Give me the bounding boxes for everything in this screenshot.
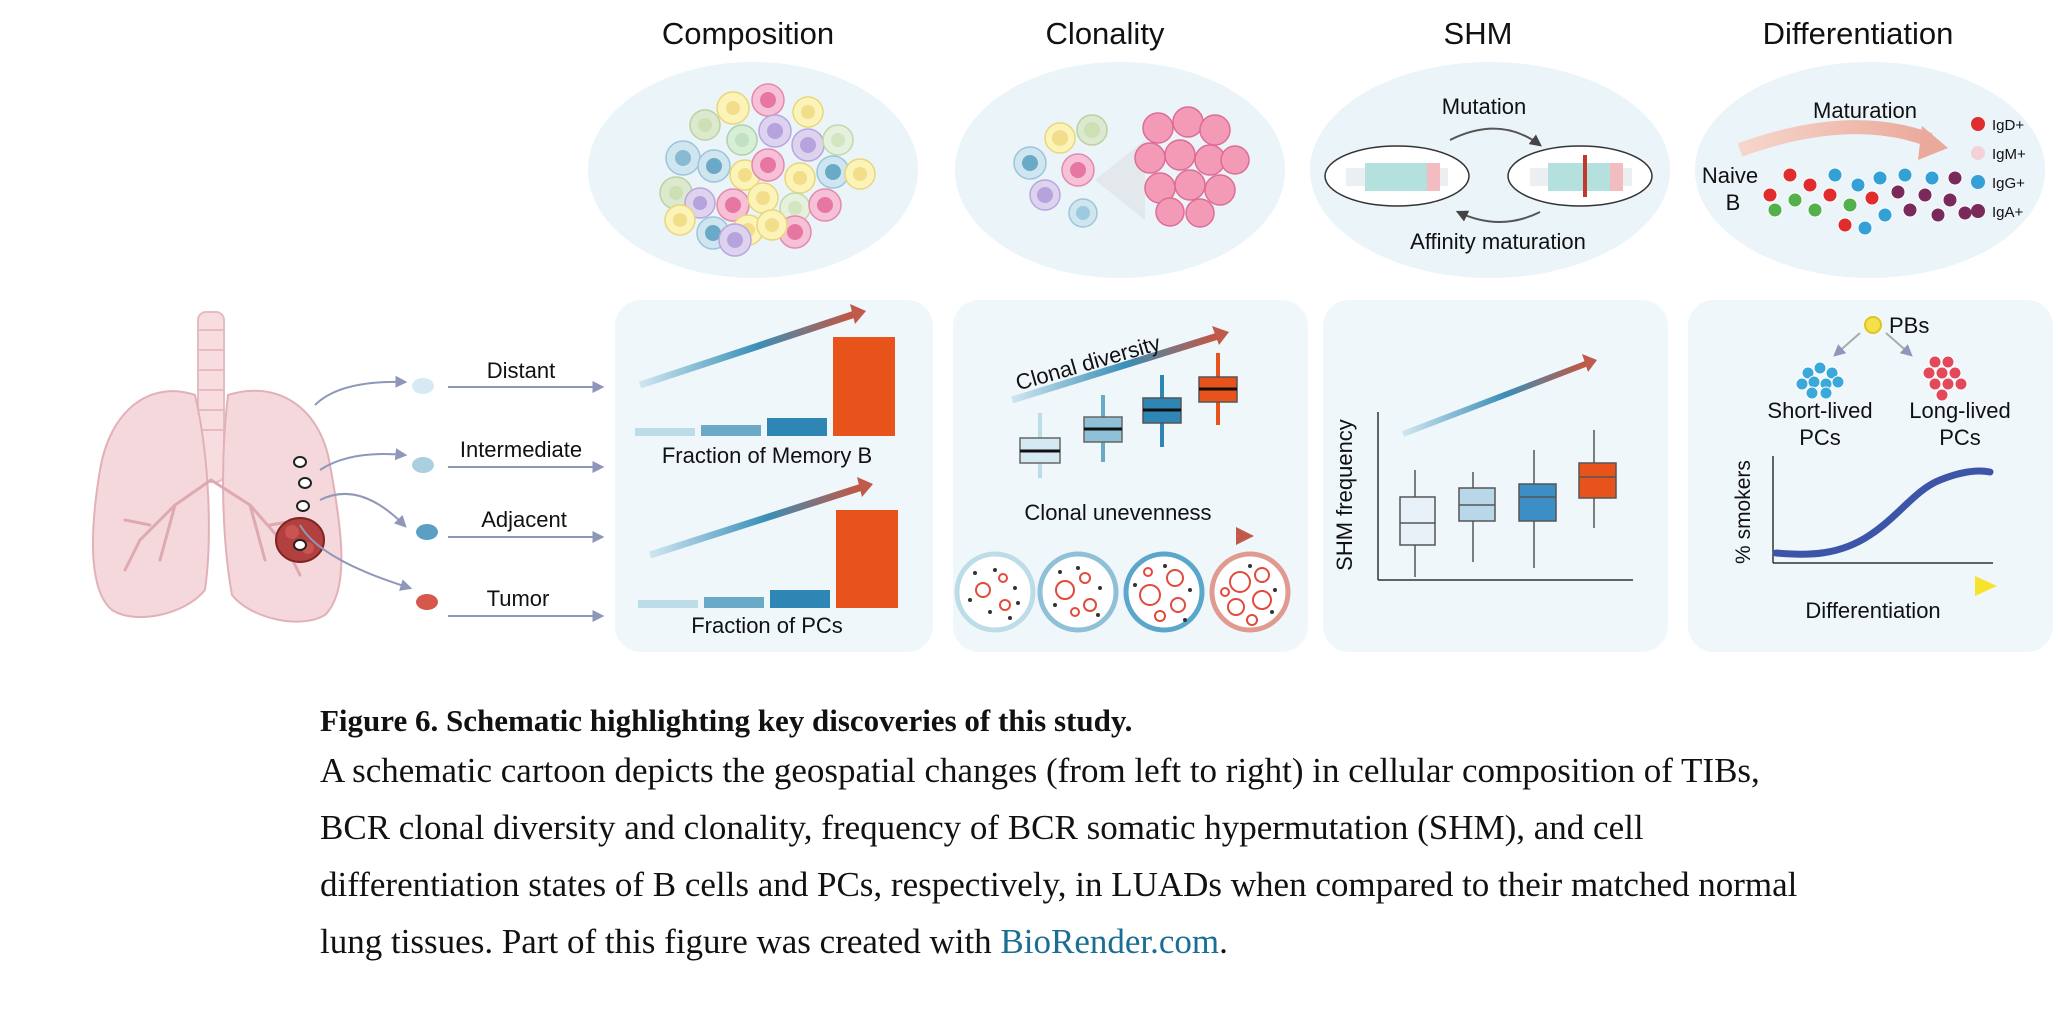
adjacent-clump — [416, 524, 438, 540]
short-lived-label-2: PCs — [1799, 425, 1841, 450]
shm-box-tumor — [1578, 462, 1617, 499]
smokers-curve — [1772, 467, 1994, 558]
shm-panel — [1323, 300, 1668, 652]
title-shm: SHM — [1444, 16, 1513, 51]
tumor-clump — [416, 594, 438, 610]
shm-y-axis-label: SHM frequency — [1332, 419, 1357, 571]
region-adjacent: Adjacent — [481, 507, 567, 532]
caption-end: . — [1219, 922, 1228, 961]
caption-title: Figure 6. Schematic highlighting key dis… — [320, 703, 1133, 738]
differentiation-oval — [1695, 62, 2045, 278]
clonal-expansion-cells — [1013, 106, 1250, 228]
region-tumor: Tumor — [487, 586, 550, 611]
lung-illustration — [92, 311, 413, 623]
shm-box-adjacent — [1518, 483, 1557, 522]
shm-mutation-illustration: Mutation Affinity maturation — [1324, 94, 1653, 254]
isotype-igm: IgM+ — [1992, 146, 2026, 163]
mixed-cell-population — [659, 83, 876, 257]
caption-text: A schematic cartoon depicts the geospati… — [320, 751, 1798, 961]
figure-caption: Figure 6. Schematic highlighting key dis… — [320, 700, 1820, 970]
naive-label-1: Naive — [1702, 163, 1758, 188]
pbs-label: PBs — [1889, 313, 1929, 338]
pcs-bar-distant — [638, 600, 698, 608]
composition-bars: Fraction of Memory B Fraction of PCs — [635, 304, 898, 638]
maturation-illustration: Maturation Naive B IgD+ IgM+ IgG+ IgA+ — [1702, 98, 2026, 236]
region-intermediate: Intermediate — [460, 437, 582, 462]
region-distant: Distant — [487, 358, 555, 383]
naive-label-2: B — [1726, 190, 1741, 215]
maturation-label: Maturation — [1813, 98, 1917, 123]
pcs-label: Fraction of PCs — [691, 613, 843, 638]
memory-b-bar-intermediate — [701, 425, 761, 436]
pcs-bar-intermediate — [704, 597, 764, 608]
petri-dish-adjacent — [1123, 551, 1205, 633]
title-differentiation: Differentiation — [1763, 16, 1954, 51]
long-lived-label-2: PCs — [1939, 425, 1981, 450]
petri-dish-tumor — [1209, 551, 1291, 633]
petri-dish-intermediate — [1037, 551, 1119, 633]
memory-b-label: Fraction of Memory B — [662, 443, 872, 468]
long-lived-label-1: Long-lived — [1909, 398, 2011, 423]
petri-dish-distant — [954, 551, 1036, 633]
isotype-igd: IgD+ — [1992, 117, 2024, 134]
figure-schematic: Composition Clonality SHM Differentiatio… — [92, 16, 2053, 652]
distant-clump — [412, 378, 434, 394]
differentiation-axis-label: Differentiation — [1805, 598, 1940, 623]
smokers-axis-label: % smokers — [1732, 460, 1755, 564]
plasma-cell-fate: PBs Short-lived PCs Long-lived PCs % smo… — [1732, 313, 2011, 623]
intermediate-clump — [412, 457, 434, 473]
short-lived-label-1: Short-lived — [1767, 398, 1872, 423]
caption-body: A schematic cartoon depicts the geospati… — [320, 742, 1820, 970]
pcs-bar-tumor — [836, 510, 898, 608]
mutation-label: Mutation — [1442, 94, 1526, 119]
memory-b-bar-distant — [635, 428, 695, 436]
shm-oval — [1310, 62, 1670, 278]
title-clonality: Clonality — [1046, 16, 1165, 51]
memory-b-bar-tumor — [833, 337, 895, 436]
isotype-iga: IgA+ — [1992, 204, 2024, 221]
title-composition: Composition — [662, 16, 834, 51]
shm-boxplots: SHM frequency — [1332, 354, 1633, 581]
region-labels: Distant Intermediate Adjacent Tumor — [412, 358, 605, 622]
memory-b-bar-adjacent — [767, 418, 827, 436]
isotype-igg: IgG+ — [1992, 175, 2025, 192]
affinity-maturation-label: Affinity maturation — [1410, 229, 1586, 254]
shm-box-distant — [1399, 496, 1436, 546]
clonal-unevenness-label: Clonal unevenness — [1024, 500, 1211, 525]
biorender-link[interactable]: BioRender.com — [1000, 922, 1220, 961]
pcs-bar-adjacent — [770, 590, 830, 608]
